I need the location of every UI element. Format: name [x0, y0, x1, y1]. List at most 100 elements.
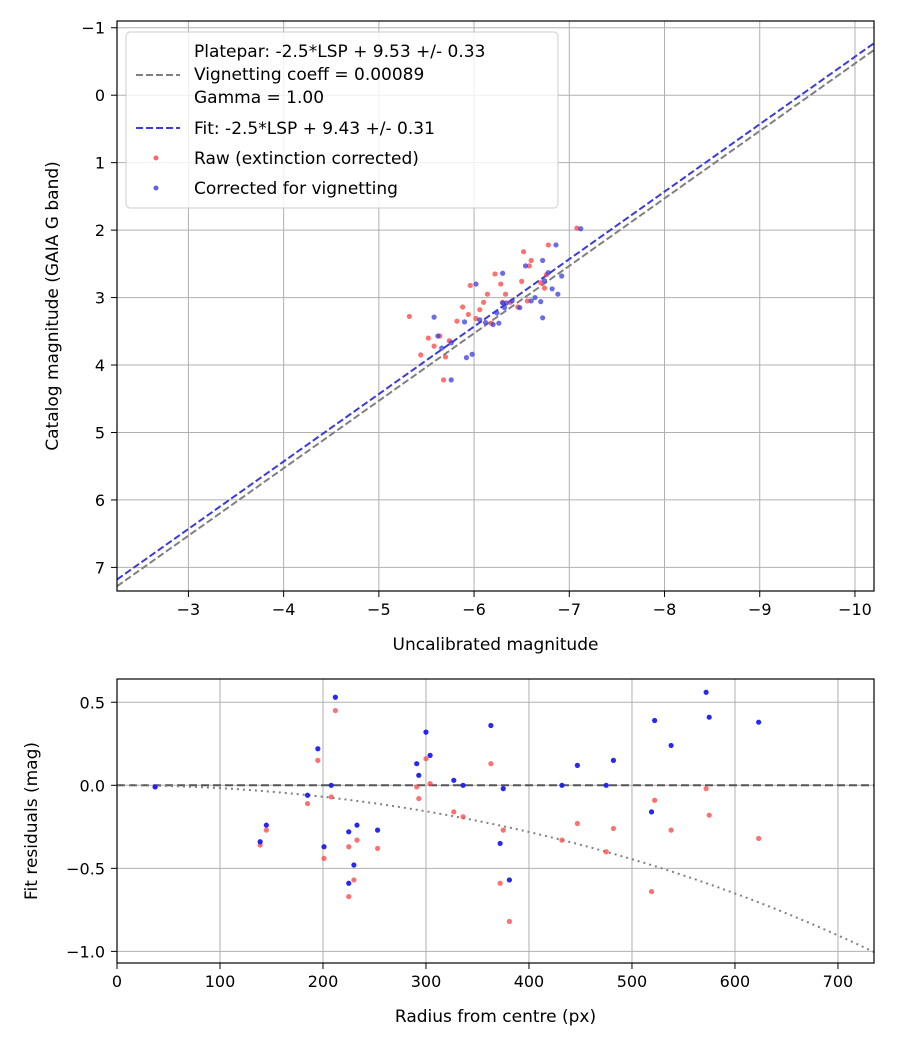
corrected-residual-point — [328, 782, 334, 788]
corrected-point — [578, 226, 584, 232]
raw-point — [431, 343, 437, 349]
top-y-tick-label: 2 — [95, 221, 105, 240]
corrected-residual-point — [416, 772, 422, 778]
raw-point — [454, 318, 460, 324]
raw-residual-point — [506, 918, 513, 925]
bottom-panel: 0 100 200 300 400 500 600 700 0.5 0.0 −0.5 −1.0 Ra… — [22, 678, 875, 1027]
bottom-x-tick-label: 700 — [823, 972, 854, 991]
corrected-residual-point — [756, 719, 762, 725]
raw-residual-point — [321, 855, 327, 861]
raw-residual-point — [648, 888, 655, 895]
raw-point — [526, 263, 532, 269]
top-x-tick-label: −10 — [838, 600, 872, 619]
legend-raw-label: Raw (extinction corrected) — [194, 149, 419, 169]
corrected-point — [553, 242, 559, 248]
corrected-point — [431, 314, 437, 320]
corrected-residual-point — [351, 862, 357, 868]
top-y-tick-label: 5 — [95, 423, 105, 442]
corrected-residual-point — [488, 722, 494, 729]
raw-point — [418, 352, 424, 358]
corrected-residual-point — [603, 782, 609, 788]
corrected-point — [559, 273, 565, 279]
corrected-residual-point — [414, 761, 420, 767]
bottom-y-ticks: 0.5 0.0 −0.5 −1.0 — [66, 693, 117, 961]
raw-residual-point — [668, 827, 674, 833]
corrected-residual-point — [332, 694, 338, 700]
legend-platepar-line1: Platepar: -2.5*LSP + 9.53 +/- 0.33 — [194, 42, 485, 62]
corrected-point — [500, 270, 506, 276]
top-y-ticks: −1 0 1 2 3 4 5 6 7 — [81, 19, 117, 577]
corrected-residual-point — [346, 880, 352, 886]
corrected-point — [555, 291, 561, 297]
raw-residual-point — [703, 786, 709, 792]
bottom-x-tick-label: 300 — [411, 972, 442, 991]
raw-residual-point — [315, 757, 321, 763]
corrected-point — [463, 355, 470, 361]
top-y-tick-label: 3 — [95, 289, 105, 308]
bottom-scatter-points — [152, 689, 762, 925]
corrected-point — [549, 286, 555, 292]
top-scatter-points — [406, 225, 584, 383]
corrected-residual-point — [506, 877, 513, 883]
corrected-residual-point — [427, 752, 433, 758]
corrected-residual-point — [574, 762, 580, 768]
corrected-point — [540, 257, 546, 264]
corrected-residual-point — [668, 742, 674, 749]
bottom-y-tick-label: −1.0 — [66, 942, 105, 961]
raw-residual-point — [414, 784, 420, 790]
raw-point — [502, 291, 509, 297]
top-x-tick-label: −3 — [177, 600, 201, 619]
corrected-residual-point — [354, 822, 360, 828]
top-y-axis-label: Catalog magnitude (GAIA G band) — [43, 161, 63, 451]
top-y-tick-label: 1 — [95, 154, 105, 173]
raw-residual-point — [427, 781, 433, 787]
corrected-residual-point — [451, 777, 457, 783]
legend-corrected-swatch — [153, 185, 159, 191]
corrected-point — [490, 321, 496, 328]
bottom-x-tick-label: 100 — [205, 972, 236, 991]
corrected-point — [448, 377, 454, 383]
bottom-x-ticks: 0 100 200 300 400 500 600 700 — [112, 963, 853, 991]
raw-point — [406, 313, 412, 320]
raw-residual-point — [756, 835, 762, 842]
corrected-point — [528, 298, 534, 304]
raw-point — [538, 280, 544, 286]
corrected-residual-point — [648, 809, 655, 815]
raw-residual-point — [706, 812, 712, 818]
raw-residual-point — [374, 845, 381, 852]
corrected-residual-point — [706, 714, 712, 720]
top-y-tick-label: 4 — [95, 356, 105, 375]
top-y-tick-label: −1 — [81, 19, 105, 38]
legend-raw-swatch — [153, 155, 159, 161]
top-x-tick-label: −4 — [272, 600, 296, 619]
corrected-residual-point — [321, 844, 327, 850]
top-x-axis-label: Uncalibrated magnitude — [393, 635, 599, 655]
legend-box — [125, 31, 559, 209]
corrected-residual-point — [460, 782, 466, 788]
corrected-point — [435, 333, 441, 339]
raw-point — [425, 335, 431, 341]
corrected-point — [545, 270, 551, 276]
corrected-point — [477, 317, 483, 323]
raw-point — [441, 377, 447, 383]
corrected-point — [501, 305, 508, 311]
corrected-point — [509, 298, 515, 304]
raw-residual-point — [559, 837, 565, 843]
top-axes-frame — [116, 20, 875, 592]
corrected-point — [482, 319, 489, 326]
raw-residual-point — [423, 756, 429, 762]
corrected-residual-point — [652, 717, 658, 724]
corrected-residual-point — [423, 729, 429, 735]
top-y-tick-label: 6 — [95, 491, 105, 510]
corrected-point — [532, 294, 538, 301]
legend-corrected-label: Corrected for vignetting — [194, 179, 398, 199]
raw-residual-point — [500, 827, 506, 833]
legend-platepar-line3: Gamma = 1.00 — [194, 88, 324, 108]
corrected-point — [461, 319, 468, 325]
top-x-ticks: −3 −4 −5 −6 −7 −8 −9 −10 — [177, 591, 872, 619]
bottom-y-tick-label: 0.0 — [80, 776, 105, 795]
legend-fit-label: Fit: -2.5*LSP + 9.43 +/- 0.31 — [194, 119, 435, 139]
raw-point — [465, 311, 471, 318]
bottom-x-tick-label: 400 — [514, 972, 545, 991]
